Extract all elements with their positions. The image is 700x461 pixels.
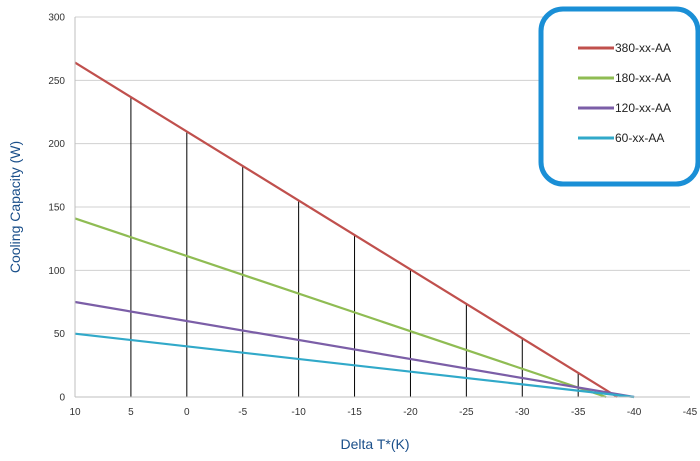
y-tick-label: 100: [48, 266, 65, 277]
legend-label: 120-xx-AA: [615, 101, 671, 115]
y-tick-label: 200: [48, 139, 65, 150]
x-tick-label: -45: [683, 407, 698, 418]
series-layer: [74, 61, 635, 399]
series-line-60-xx-AA: [74, 332, 635, 399]
x-tick-label: 0: [184, 407, 190, 418]
y-tick-label: 50: [54, 329, 66, 340]
x-tick-label: -35: [571, 407, 586, 418]
x-tick-label: -25: [459, 407, 474, 418]
x-tick-label: -10: [291, 407, 306, 418]
legend-label: 60-xx-AA: [615, 131, 664, 145]
y-tick-label: 150: [48, 203, 65, 214]
y-tick-label: 0: [59, 393, 65, 404]
x-tick-label: -15: [347, 407, 362, 418]
legend: 380-xx-AA 180-xx-AA 120-xx-AA 60-xx-AA: [538, 6, 700, 187]
series-line-380-xx-AA: [74, 61, 618, 398]
y-axis-title: Cooling Capacity (W): [7, 141, 23, 273]
x-tick-label: -30: [515, 407, 530, 418]
legend-label: 180-xx-AA: [615, 71, 671, 85]
x-tick-label: 10: [69, 407, 81, 418]
x-tick-label: -40: [627, 407, 642, 418]
series-line-180-xx-AA: [74, 217, 607, 399]
x-axis-title: Delta T*(K): [341, 436, 410, 452]
legend-box: [538, 6, 700, 187]
series-line-120-xx-AA: [74, 300, 635, 399]
x-tick-label: -20: [403, 407, 418, 418]
x-tick-label: 5: [128, 407, 134, 418]
reference-lines: [130, 97, 579, 397]
y-tick-label: 300: [48, 13, 65, 24]
legend-label: 380-xx-AA: [615, 41, 671, 55]
y-tick-label: 250: [48, 76, 65, 87]
x-tick-label: -5: [238, 407, 247, 418]
grid-layer: [75, 16, 690, 335]
